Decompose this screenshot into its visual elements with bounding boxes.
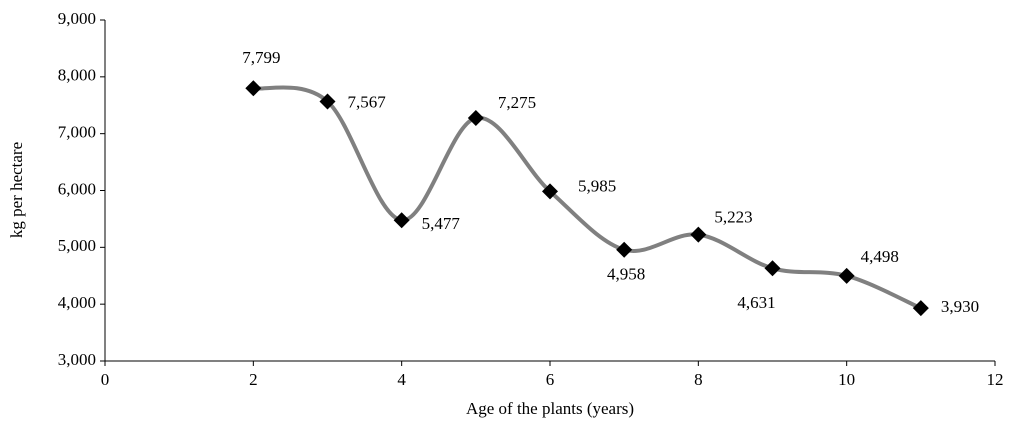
marker [245,80,262,97]
marker [764,260,781,277]
data-label: 4,631 [737,293,775,312]
marker [542,183,558,200]
x-tick-label: 12 [987,370,1004,389]
marker [393,212,410,229]
data-label: 7,275 [498,93,536,112]
data-label: 7,567 [348,92,387,111]
marker [912,300,929,317]
data-label: 4,958 [607,265,645,284]
marker [616,241,633,258]
data-label: 4,498 [861,247,899,266]
y-tick-label: 9,000 [58,9,96,28]
x-tick-label: 8 [694,370,703,389]
data-label: 3,930 [941,297,979,316]
x-tick-label: 0 [101,370,110,389]
y-tick-label: 5,000 [58,236,96,255]
x-tick-label: 6 [546,370,555,389]
marker [467,110,484,127]
marker [690,226,707,243]
y-tick-label: 7,000 [58,123,96,142]
y-tick-label: 4,000 [58,293,96,312]
data-label: 5,477 [422,214,461,233]
data-label: 7,799 [242,48,280,67]
y-axis-label: kg per hectare [7,142,26,238]
data-label: 5,223 [714,208,752,227]
y-tick-label: 3,000 [58,350,96,369]
y-tick-label: 8,000 [58,66,96,85]
data-label: 5,985 [578,176,616,195]
y-tick-label: 6,000 [58,179,96,198]
marker [838,267,855,284]
x-axis-label: Age of the plants (years) [466,399,634,418]
x-tick-label: 2 [249,370,258,389]
marker [319,93,336,110]
x-tick-label: 10 [838,370,855,389]
line [252,85,922,310]
x-tick-label: 4 [397,370,406,389]
